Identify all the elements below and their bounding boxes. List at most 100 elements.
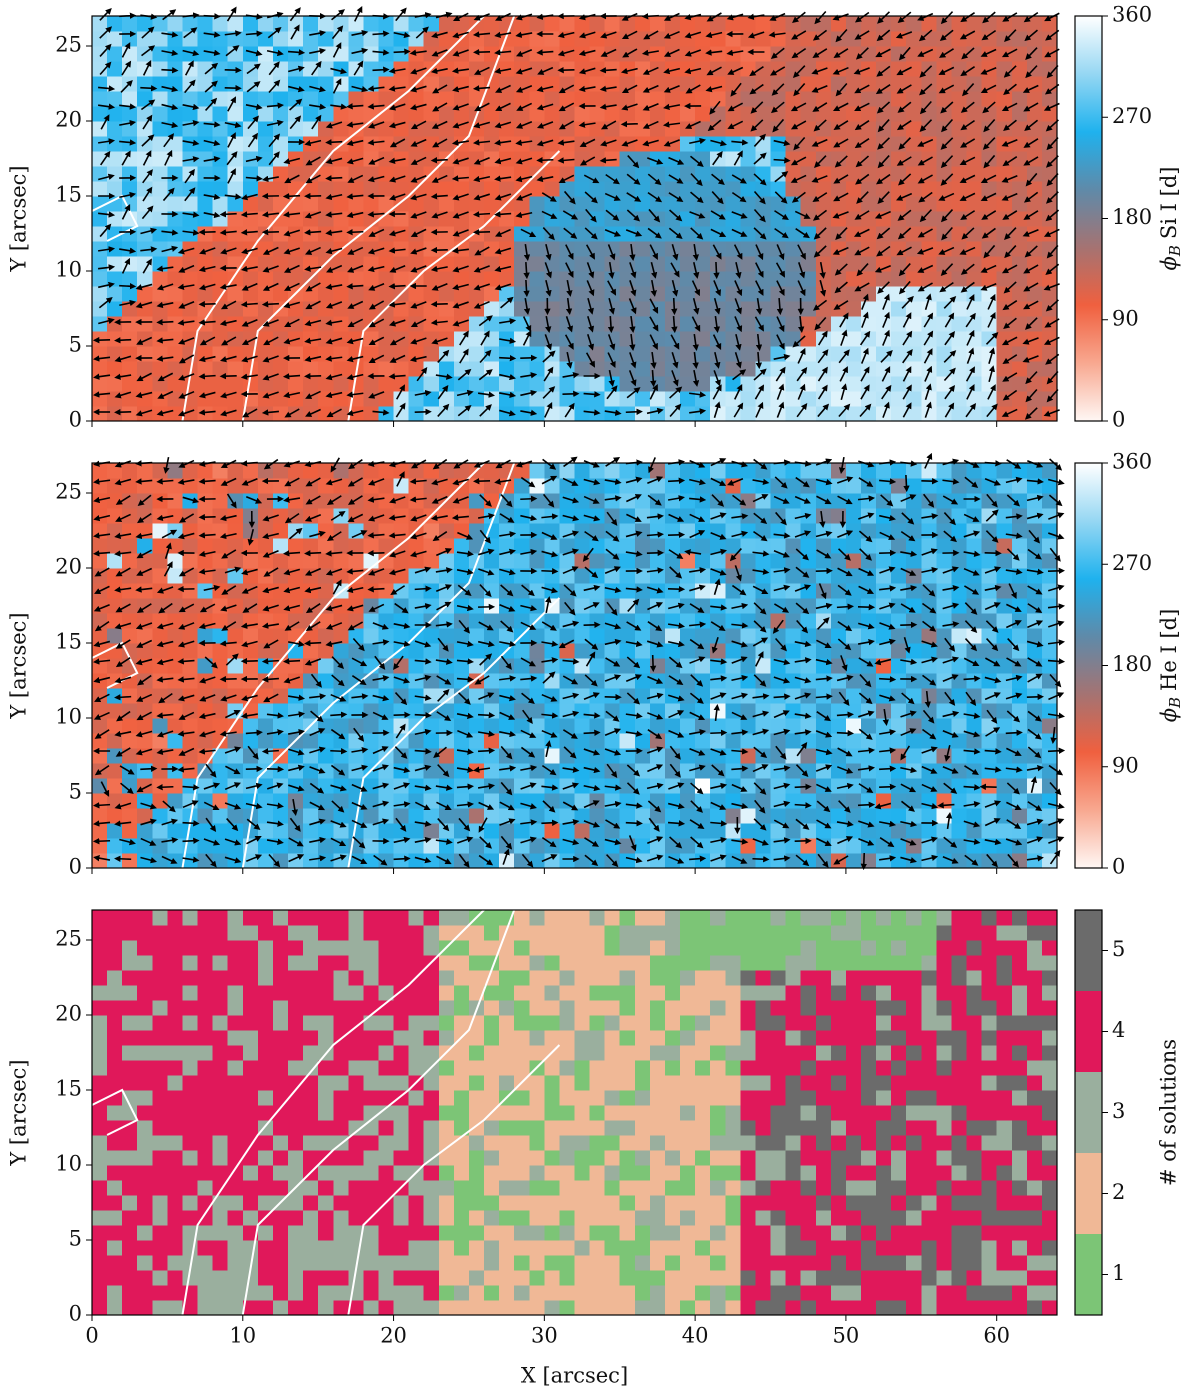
field-cell bbox=[1041, 733, 1058, 749]
field-cell bbox=[122, 598, 138, 614]
field-cell bbox=[785, 463, 802, 479]
field-cell bbox=[981, 508, 998, 524]
field-cell bbox=[453, 76, 470, 92]
field-cell bbox=[921, 508, 937, 524]
field-cell bbox=[559, 226, 576, 242]
field-cell bbox=[770, 688, 787, 704]
field-cell bbox=[876, 583, 892, 599]
field-cell bbox=[695, 628, 711, 644]
field-cell bbox=[951, 361, 968, 377]
field-cell bbox=[574, 136, 591, 152]
field-cell bbox=[288, 583, 304, 599]
field-cell bbox=[634, 346, 651, 362]
field-cell bbox=[589, 316, 606, 332]
field-cell bbox=[242, 553, 259, 569]
field-cell bbox=[634, 361, 651, 377]
field-cell bbox=[951, 91, 968, 107]
field-cell bbox=[257, 46, 274, 62]
field-cell bbox=[860, 271, 877, 287]
field-cell bbox=[333, 346, 349, 362]
field-cell bbox=[966, 16, 983, 32]
arrow bbox=[282, 550, 301, 557]
field-cell bbox=[152, 673, 168, 689]
field-cell bbox=[122, 346, 138, 362]
field-cell bbox=[619, 91, 636, 107]
field-cell bbox=[966, 136, 983, 152]
field-cell bbox=[122, 271, 138, 287]
field-cell bbox=[921, 853, 937, 869]
field-cell bbox=[710, 391, 726, 407]
field-cell bbox=[695, 538, 711, 554]
field-cell bbox=[122, 763, 138, 779]
field-cell bbox=[303, 106, 319, 122]
field-cell bbox=[303, 31, 319, 47]
field-cell bbox=[951, 703, 968, 719]
field-cell bbox=[257, 376, 274, 392]
field-cell bbox=[288, 136, 304, 152]
field-cell bbox=[514, 748, 530, 764]
field-cell bbox=[393, 166, 410, 182]
field-cell bbox=[740, 76, 757, 92]
arrow bbox=[388, 283, 406, 290]
field-cell bbox=[634, 688, 651, 704]
field-cell bbox=[92, 628, 108, 644]
field-cell bbox=[257, 406, 274, 422]
field-cell bbox=[529, 628, 545, 644]
field-cell bbox=[800, 391, 817, 407]
field-cell bbox=[107, 91, 123, 107]
field-cell bbox=[604, 151, 621, 167]
field-cell bbox=[800, 583, 817, 599]
field-cell bbox=[227, 361, 244, 377]
field-cell bbox=[107, 301, 123, 317]
field-cell bbox=[921, 598, 937, 614]
field-cell bbox=[393, 763, 410, 779]
field-cell bbox=[212, 211, 229, 227]
field-cell bbox=[936, 256, 953, 272]
field-cell bbox=[257, 583, 274, 599]
field-cell bbox=[408, 46, 425, 62]
field-cell bbox=[559, 823, 576, 839]
field-cell bbox=[514, 391, 530, 407]
field-cell bbox=[1026, 46, 1043, 62]
field-cell bbox=[906, 463, 922, 479]
field-cell bbox=[725, 508, 741, 524]
field-cell bbox=[680, 853, 696, 869]
field-cell bbox=[152, 16, 168, 32]
field-cell bbox=[137, 778, 153, 794]
field-cell bbox=[453, 628, 470, 644]
field-cell bbox=[484, 838, 500, 854]
field-cell bbox=[137, 226, 153, 242]
field-cell bbox=[484, 718, 500, 734]
label-subscript: B bbox=[1166, 245, 1184, 257]
field-cell bbox=[800, 16, 817, 32]
field-cell bbox=[272, 346, 289, 362]
field-cell bbox=[800, 628, 817, 644]
field-cell bbox=[122, 523, 138, 539]
field-cell bbox=[303, 166, 319, 182]
field-cell bbox=[1026, 406, 1043, 422]
field-cell bbox=[438, 136, 455, 152]
field-cell bbox=[845, 136, 862, 152]
field-cell bbox=[740, 301, 757, 317]
field-cell bbox=[122, 583, 138, 599]
field-cell bbox=[891, 61, 907, 77]
field-cell bbox=[152, 271, 168, 287]
field-cell bbox=[604, 406, 621, 422]
field-cell bbox=[951, 673, 968, 689]
field-cell bbox=[408, 853, 425, 869]
field-cell bbox=[152, 478, 168, 494]
field-cell bbox=[574, 106, 591, 122]
field-cell bbox=[619, 808, 636, 824]
field-cell bbox=[333, 406, 349, 422]
field-cell bbox=[845, 493, 862, 509]
field-cell bbox=[303, 778, 319, 794]
arrow bbox=[182, 837, 200, 844]
field-cell bbox=[951, 166, 968, 182]
field-cell bbox=[649, 91, 666, 107]
field-cell bbox=[333, 376, 349, 392]
field-cell bbox=[348, 61, 365, 77]
field-cell bbox=[755, 361, 772, 377]
colorbar-tick-label: 90 bbox=[1112, 306, 1139, 330]
field-cell bbox=[484, 628, 500, 644]
field-cell bbox=[574, 166, 591, 182]
